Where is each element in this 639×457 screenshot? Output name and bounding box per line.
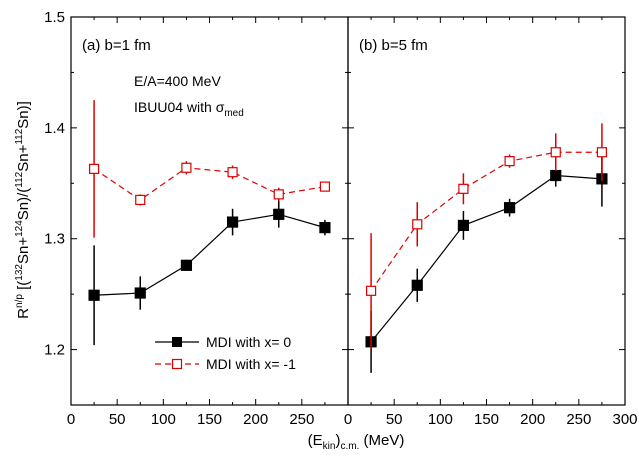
data-point	[319, 222, 331, 234]
x-tick-label: 0	[344, 411, 352, 428]
series-x0	[88, 201, 331, 346]
x-tick-label: 250	[566, 411, 591, 428]
data-point	[134, 287, 146, 299]
data-point	[411, 279, 423, 291]
panel-frame	[347, 16, 626, 406]
data-point	[88, 289, 100, 301]
series-x-1	[88, 100, 331, 238]
legend-marker-x-1	[171, 358, 183, 370]
y-tick-label: 1.5	[44, 9, 65, 26]
series-x-1	[365, 123, 608, 349]
annotation-model: IBUU04 with σmed	[134, 99, 244, 119]
data-point	[596, 147, 608, 158]
data-point	[135, 194, 146, 206]
x-tick-label: 250	[289, 411, 314, 428]
data-point	[550, 147, 561, 158]
data-point	[457, 219, 470, 232]
panels-layer: 0 50 100 150 200 250 1.2 1.3 1.4 1.5 (a) b=1 fm 0 50…	[44, 9, 637, 428]
data-point	[181, 162, 192, 173]
y-tick-label: 1.2	[44, 342, 65, 359]
x-tick-label: 200	[520, 411, 545, 428]
x-tick-label: 200	[243, 411, 268, 428]
data-point	[365, 285, 377, 296]
data-point	[504, 156, 515, 167]
x-tick-label: 100	[428, 411, 453, 428]
panel-a: 0 50 100 150 200 250 1.2 1.3 1.4 1.5 (a) b=1 fm	[44, 9, 349, 428]
y-tick-label: 1.4	[44, 120, 65, 137]
data-point	[88, 163, 100, 174]
data-point	[226, 216, 239, 228]
x-tick-label: 0	[67, 411, 75, 428]
x-tick-label: 150	[474, 411, 499, 428]
legend-marker-x0	[172, 337, 182, 347]
data-point	[273, 189, 284, 200]
data-point	[503, 202, 516, 214]
y-axis-title: Rn/p [(132Sn+124Sn)/(112Sn+112Sn)]	[14, 101, 32, 319]
x-tick-label: 300	[612, 411, 637, 428]
legend-label-x0: MDI with x= 0	[206, 334, 291, 350]
x-tick-label: 50	[109, 411, 126, 428]
x-axis-title: (Ekin)c.m. (MeV)	[308, 432, 405, 452]
x-tick-label: 100	[151, 411, 176, 428]
x-tick-label: 50	[386, 411, 403, 428]
data-point	[412, 219, 423, 230]
series-line	[370, 174, 602, 343]
panel-label: (b) b=5 fm	[359, 37, 428, 54]
x-tick-label: 150	[197, 411, 222, 428]
series-line	[93, 167, 326, 201]
data-point	[180, 259, 193, 271]
data-point	[227, 167, 238, 178]
y-tick-label: 1.3	[44, 231, 65, 248]
data-point	[273, 208, 285, 220]
series-line	[94, 213, 326, 296]
legend: MDI with x= 0 MDI with x= -1	[155, 334, 296, 372]
panel-label: (a) b=1 fm	[82, 37, 151, 54]
legend-label-x-1: MDI with x= -1	[206, 356, 296, 372]
panel-b: 0 50 100 150 200 250 300 (b) b=5 fm	[344, 16, 638, 428]
data-point	[319, 181, 331, 192]
annotation-energy: E/A=400 MeV	[134, 73, 221, 89]
series-line	[370, 151, 602, 292]
series-x0	[365, 151, 608, 373]
data-point	[550, 169, 562, 182]
data-point	[458, 183, 469, 194]
